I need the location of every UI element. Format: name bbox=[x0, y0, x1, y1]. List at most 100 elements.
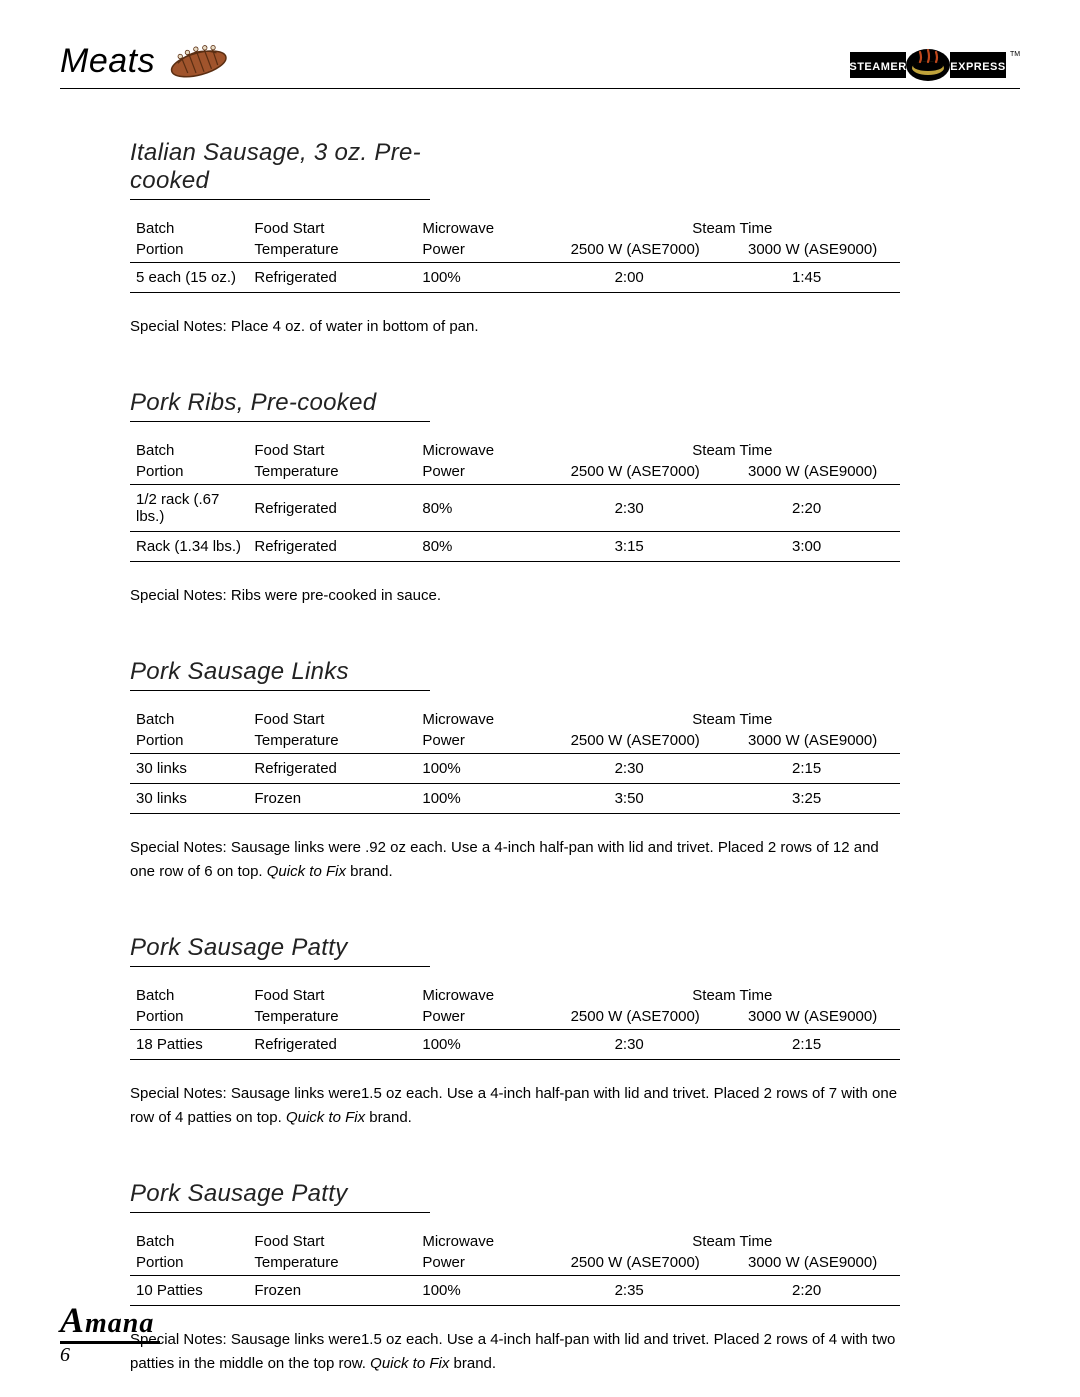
col-steam-2500: 2500 W (ASE7000) bbox=[565, 1006, 742, 1030]
table-row: 10 PattiesFrozen100%2:352:20 bbox=[130, 1276, 900, 1306]
ribs-icon bbox=[163, 40, 233, 82]
col-power-2: Power bbox=[416, 1006, 564, 1030]
section-title: Pork Sausage Links bbox=[130, 658, 430, 691]
col-batch-1: Batch bbox=[130, 218, 248, 239]
cell-power: 100% bbox=[416, 263, 564, 293]
col-batch-2: Portion bbox=[130, 1006, 248, 1030]
recipe-section: Italian Sausage, 3 oz. Pre-cooked BatchFo… bbox=[130, 139, 900, 339]
cooking-table: BatchFood StartMicrowaveSteam TimePortio… bbox=[130, 985, 900, 1060]
special-notes: Special Notes: Sausage links were1.5 oz … bbox=[130, 1082, 900, 1130]
col-batch-2: Portion bbox=[130, 1252, 248, 1276]
col-steam-2500: 2500 W (ASE7000) bbox=[565, 461, 742, 485]
category-title: Meats bbox=[60, 42, 155, 81]
cooking-table: BatchFood StartMicrowaveSteam TimePortio… bbox=[130, 1231, 900, 1306]
col-temp-2: Temperature bbox=[248, 239, 416, 263]
amana-logo: Amana bbox=[60, 1299, 160, 1344]
cell-time-2500: 3:15 bbox=[565, 532, 742, 562]
col-steam: Steam Time bbox=[565, 440, 900, 461]
special-notes: Special Notes: Place 4 oz. of water in b… bbox=[130, 315, 900, 339]
col-power-1: Microwave bbox=[416, 1231, 564, 1252]
table-row: Rack (1.34 lbs.)Refrigerated80%3:153:00 bbox=[130, 532, 900, 562]
cooking-table: BatchFood StartMicrowaveSteam Time Portio… bbox=[130, 440, 900, 562]
col-batch-1: Batch bbox=[130, 985, 248, 1006]
cell-batch: 1/2 rack (.67 lbs.) bbox=[130, 485, 248, 532]
col-power-1: Microwave bbox=[416, 985, 564, 1006]
cell-temp: Frozen bbox=[248, 784, 416, 814]
page-footer: Amana 6 bbox=[60, 1299, 160, 1367]
logo-word-steamer: STEAMER bbox=[850, 61, 907, 73]
table-row: 5 each (15 oz.)Refrigerated100%2:001:45 bbox=[130, 263, 900, 293]
col-steam-2500: 2500 W (ASE7000) bbox=[565, 1252, 742, 1276]
cell-batch: 30 links bbox=[130, 784, 248, 814]
cell-time-3000: 3:25 bbox=[742, 784, 900, 814]
cell-power: 100% bbox=[416, 754, 564, 784]
section-title: Italian Sausage, 3 oz. Pre-cooked bbox=[130, 139, 430, 200]
col-steam-2500: 2500 W (ASE7000) bbox=[565, 730, 742, 754]
recipe-section: Pork Sausage LinksBatchFood StartMicrowa… bbox=[130, 658, 900, 884]
col-steam-3000: 3000 W (ASE9000) bbox=[742, 730, 900, 754]
recipe-section: Pork Sausage Patty BatchFood StartMicrowa… bbox=[130, 934, 900, 1130]
col-temp-2: Temperature bbox=[248, 1252, 416, 1276]
col-temp-2: Temperature bbox=[248, 461, 416, 485]
col-power-2: Power bbox=[416, 239, 564, 263]
col-power-2: Power bbox=[416, 461, 564, 485]
col-batch-1: Batch bbox=[130, 440, 248, 461]
cell-temp: Refrigerated bbox=[248, 485, 416, 532]
logo-word-express: EXPRESS bbox=[950, 61, 1005, 73]
cell-time-3000: 1:45 bbox=[742, 263, 900, 293]
recipe-section: Pork Ribs, Pre-cookedBatchFood StartMicr… bbox=[130, 389, 900, 608]
steamer-express-logo: STEAMER EXPRESS TM bbox=[850, 48, 1020, 82]
section-title: Pork Sausage Patty bbox=[130, 934, 430, 967]
col-batch-2: Portion bbox=[130, 461, 248, 485]
col-steam-3000: 3000 W (ASE9000) bbox=[742, 1006, 900, 1030]
special-notes: Special Notes: Sausage links were1.5 oz … bbox=[130, 1328, 900, 1376]
col-steam: Steam Time bbox=[565, 709, 900, 730]
col-power-2: Power bbox=[416, 1252, 564, 1276]
cell-batch: 5 each (15 oz.) bbox=[130, 263, 248, 293]
cell-temp: Refrigerated bbox=[248, 532, 416, 562]
cell-power: 100% bbox=[416, 784, 564, 814]
section-title: Pork Sausage Patty bbox=[130, 1180, 430, 1213]
cell-power: 100% bbox=[416, 1030, 564, 1060]
cell-time-2500: 2:00 bbox=[565, 263, 742, 293]
col-temp-2: Temperature bbox=[248, 1006, 416, 1030]
col-power-1: Microwave bbox=[416, 440, 564, 461]
page-header: Meats bbox=[60, 40, 1020, 89]
table-row: 18 PattiesRefrigerated100%2:302:15 bbox=[130, 1030, 900, 1060]
table-row: 30 linksFrozen100%3:503:25 bbox=[130, 784, 900, 814]
cell-time-2500: 2:30 bbox=[565, 754, 742, 784]
col-batch-2: Portion bbox=[130, 239, 248, 263]
cell-batch: 18 Patties bbox=[130, 1030, 248, 1060]
page-number: 6 bbox=[60, 1344, 160, 1367]
cell-time-3000: 2:20 bbox=[742, 1276, 900, 1306]
special-notes: Special Notes: Ribs were pre-cooked in s… bbox=[130, 584, 900, 608]
cell-power: 100% bbox=[416, 1276, 564, 1306]
col-temp-1: Food Start bbox=[248, 709, 416, 730]
brand-name: Quick to Fix bbox=[267, 863, 346, 880]
col-steam-3000: 3000 W (ASE9000) bbox=[742, 461, 900, 485]
col-batch-1: Batch bbox=[130, 709, 248, 730]
col-temp-1: Food Start bbox=[248, 440, 416, 461]
cooking-table: BatchFood StartMicrowaveSteam Time Portio… bbox=[130, 218, 900, 293]
recipe-section: Pork Sausage Patty BatchFood StartMicrowa… bbox=[130, 1180, 900, 1376]
content-area: Italian Sausage, 3 oz. Pre-cookedBatchFo… bbox=[60, 139, 1020, 1376]
cell-time-3000: 2:15 bbox=[742, 754, 900, 784]
cell-temp: Frozen bbox=[248, 1276, 416, 1306]
cell-time-2500: 2:35 bbox=[565, 1276, 742, 1306]
table-row: 30 linksRefrigerated100%2:302:15 bbox=[130, 754, 900, 784]
cell-power: 80% bbox=[416, 485, 564, 532]
col-temp-1: Food Start bbox=[248, 218, 416, 239]
col-batch-2: Portion bbox=[130, 730, 248, 754]
cell-temp: Refrigerated bbox=[248, 754, 416, 784]
cell-time-2500: 3:50 bbox=[565, 784, 742, 814]
col-power-1: Microwave bbox=[416, 218, 564, 239]
col-steam-2500: 2500 W (ASE7000) bbox=[565, 239, 742, 263]
cell-time-3000: 2:20 bbox=[742, 485, 900, 532]
col-steam: Steam Time bbox=[565, 218, 900, 239]
col-steam: Steam Time bbox=[565, 1231, 900, 1252]
col-temp-2: Temperature bbox=[248, 730, 416, 754]
cell-time-2500: 2:30 bbox=[565, 485, 742, 532]
col-steam-3000: 3000 W (ASE9000) bbox=[742, 239, 900, 263]
cell-time-3000: 3:00 bbox=[742, 532, 900, 562]
logo-tm: TM bbox=[1010, 51, 1020, 58]
